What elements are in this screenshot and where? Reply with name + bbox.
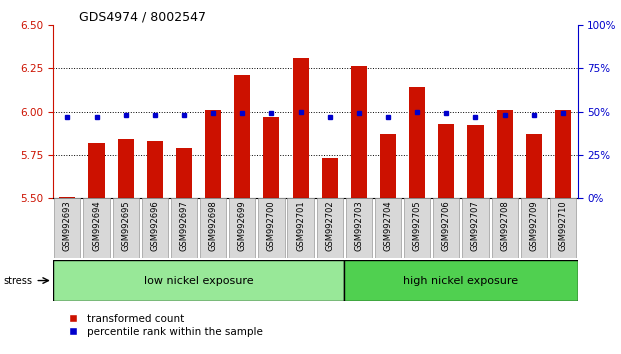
- FancyBboxPatch shape: [53, 260, 344, 301]
- Bar: [205, 110, 221, 198]
- Text: GSM992697: GSM992697: [179, 200, 188, 251]
- Bar: [117, 139, 134, 198]
- FancyBboxPatch shape: [258, 198, 284, 258]
- FancyBboxPatch shape: [404, 198, 430, 258]
- Text: GSM992709: GSM992709: [529, 200, 538, 251]
- Text: GSM992701: GSM992701: [296, 200, 305, 251]
- Bar: [147, 141, 163, 198]
- Bar: [234, 75, 250, 198]
- FancyBboxPatch shape: [344, 260, 578, 301]
- Text: GSM992698: GSM992698: [209, 200, 217, 251]
- FancyBboxPatch shape: [433, 198, 460, 258]
- Bar: [555, 110, 571, 198]
- Text: GSM992704: GSM992704: [384, 200, 392, 251]
- Bar: [322, 158, 338, 198]
- FancyBboxPatch shape: [200, 198, 226, 258]
- Bar: [438, 124, 455, 198]
- Bar: [60, 196, 75, 198]
- Text: low nickel exposure: low nickel exposure: [143, 275, 253, 286]
- Text: GSM992693: GSM992693: [63, 200, 72, 251]
- FancyBboxPatch shape: [112, 198, 138, 258]
- Bar: [263, 117, 279, 198]
- Bar: [176, 148, 192, 198]
- Text: GSM992696: GSM992696: [150, 200, 160, 251]
- Text: high nickel exposure: high nickel exposure: [404, 275, 519, 286]
- Legend: transformed count, percentile rank within the sample: transformed count, percentile rank withi…: [58, 310, 267, 341]
- Text: GSM992699: GSM992699: [238, 200, 247, 251]
- Bar: [292, 58, 309, 198]
- Text: stress: stress: [3, 275, 32, 286]
- FancyBboxPatch shape: [520, 198, 547, 258]
- Bar: [409, 87, 425, 198]
- Text: GSM992700: GSM992700: [267, 200, 276, 251]
- Text: GSM992708: GSM992708: [500, 200, 509, 251]
- Text: GSM992703: GSM992703: [355, 200, 363, 251]
- FancyBboxPatch shape: [492, 198, 518, 258]
- FancyBboxPatch shape: [375, 198, 401, 258]
- Bar: [526, 134, 542, 198]
- Text: GSM992710: GSM992710: [558, 200, 568, 251]
- Text: GSM992707: GSM992707: [471, 200, 480, 251]
- FancyBboxPatch shape: [463, 198, 489, 258]
- Text: GSM992694: GSM992694: [92, 200, 101, 251]
- FancyBboxPatch shape: [317, 198, 343, 258]
- Text: GDS4974 / 8002547: GDS4974 / 8002547: [79, 11, 206, 24]
- Bar: [380, 134, 396, 198]
- Bar: [497, 110, 513, 198]
- Text: GSM992695: GSM992695: [121, 200, 130, 251]
- FancyBboxPatch shape: [346, 198, 372, 258]
- Text: GSM992702: GSM992702: [325, 200, 334, 251]
- FancyBboxPatch shape: [288, 198, 314, 258]
- FancyBboxPatch shape: [54, 198, 81, 258]
- FancyBboxPatch shape: [229, 198, 255, 258]
- FancyBboxPatch shape: [171, 198, 197, 258]
- Bar: [468, 125, 484, 198]
- FancyBboxPatch shape: [83, 198, 110, 258]
- Bar: [89, 143, 104, 198]
- FancyBboxPatch shape: [550, 198, 576, 258]
- Text: GSM992706: GSM992706: [442, 200, 451, 251]
- Bar: [351, 67, 367, 198]
- Text: GSM992705: GSM992705: [413, 200, 422, 251]
- FancyBboxPatch shape: [142, 198, 168, 258]
